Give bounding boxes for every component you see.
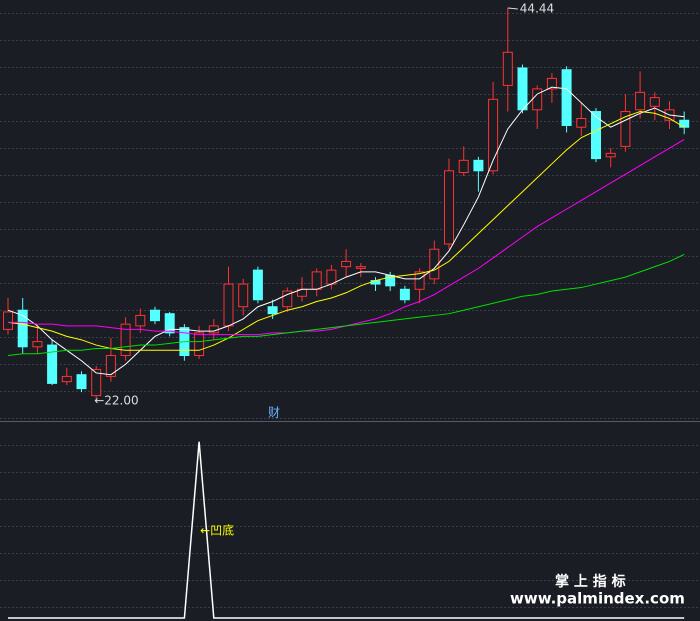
candle-body [635,91,646,111]
candle-body [91,368,102,397]
candle-body [458,159,469,174]
candle-body [502,51,513,86]
candle-body [591,111,601,160]
candle-body [517,67,528,111]
moving-average-line [7,111,685,351]
candle-body [679,119,690,128]
moving-average-line [7,253,685,357]
candle-body [326,269,337,285]
candle-body [76,374,87,390]
candle-body [429,248,440,280]
candle-body [282,290,293,308]
candle-body [135,314,146,327]
candle-body [546,77,557,90]
candle-body [61,375,72,383]
signal-label: ←凹底 [200,523,234,538]
candle-body [208,325,219,334]
candle-body [120,323,131,357]
candle-body [311,271,322,290]
candle-body [238,283,249,308]
annotation-leader [507,7,518,10]
candle-body [223,283,234,327]
candle-body [194,332,205,357]
lower-grid-pattern [0,424,700,614]
candle-body [17,309,28,348]
watermark-url: www.palmindex.com [510,590,685,608]
candle-body [576,118,587,128]
watermark-title: 掌 上 指 标 [555,573,626,590]
candle-body [355,266,366,269]
candle-body [473,159,484,172]
candle-body [399,288,410,301]
candle-body [341,260,352,268]
candle-body [47,344,58,384]
candle-body [267,306,278,315]
marker-label: 财 [268,406,280,420]
moving-average-line [7,86,685,376]
candle-body [164,313,175,334]
indicator-line [8,441,685,619]
candle-body [488,98,499,172]
candle-body [3,311,13,330]
candle-body [32,341,43,348]
candle-body [414,271,425,290]
candle-body [105,355,116,377]
candle-body [150,309,160,322]
candle-body [252,269,263,301]
candle-body [444,170,454,245]
candle-body [605,152,616,158]
high-label: 44.44 [520,2,554,16]
candle-body [649,97,660,107]
candle-body [620,111,631,147]
candle-body [532,88,543,111]
candle-body [561,69,572,126]
low-label: ←22.00 [94,394,138,408]
main-grid-pattern [0,0,700,420]
